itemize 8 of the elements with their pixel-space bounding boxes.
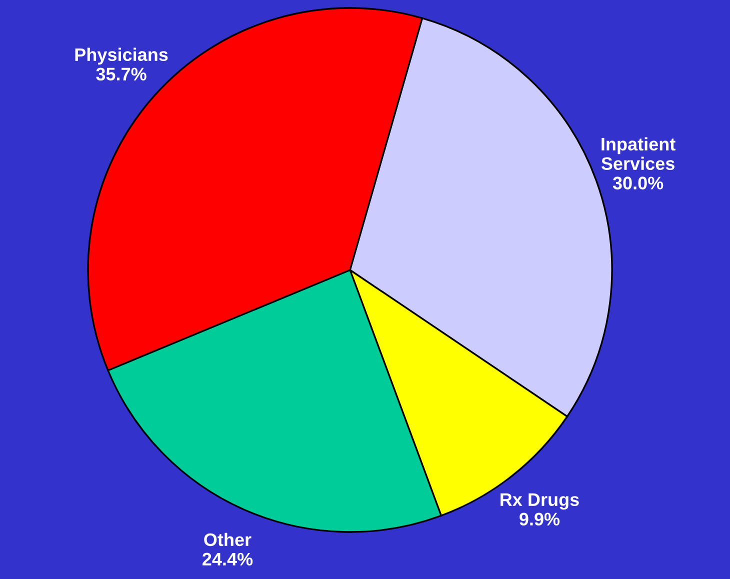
slice-label: Other <box>204 532 252 546</box>
slice-label: Inpatient Services <box>601 137 676 170</box>
data-label: 9.9% <box>520 512 560 526</box>
slice-label: Rx Drugs <box>500 493 579 510</box>
data-label: 30.0% <box>612 176 664 190</box>
slice-label: Physicians <box>75 48 168 65</box>
data-label: 24.4% <box>202 552 253 566</box>
data-label: 35.7% <box>96 68 146 81</box>
